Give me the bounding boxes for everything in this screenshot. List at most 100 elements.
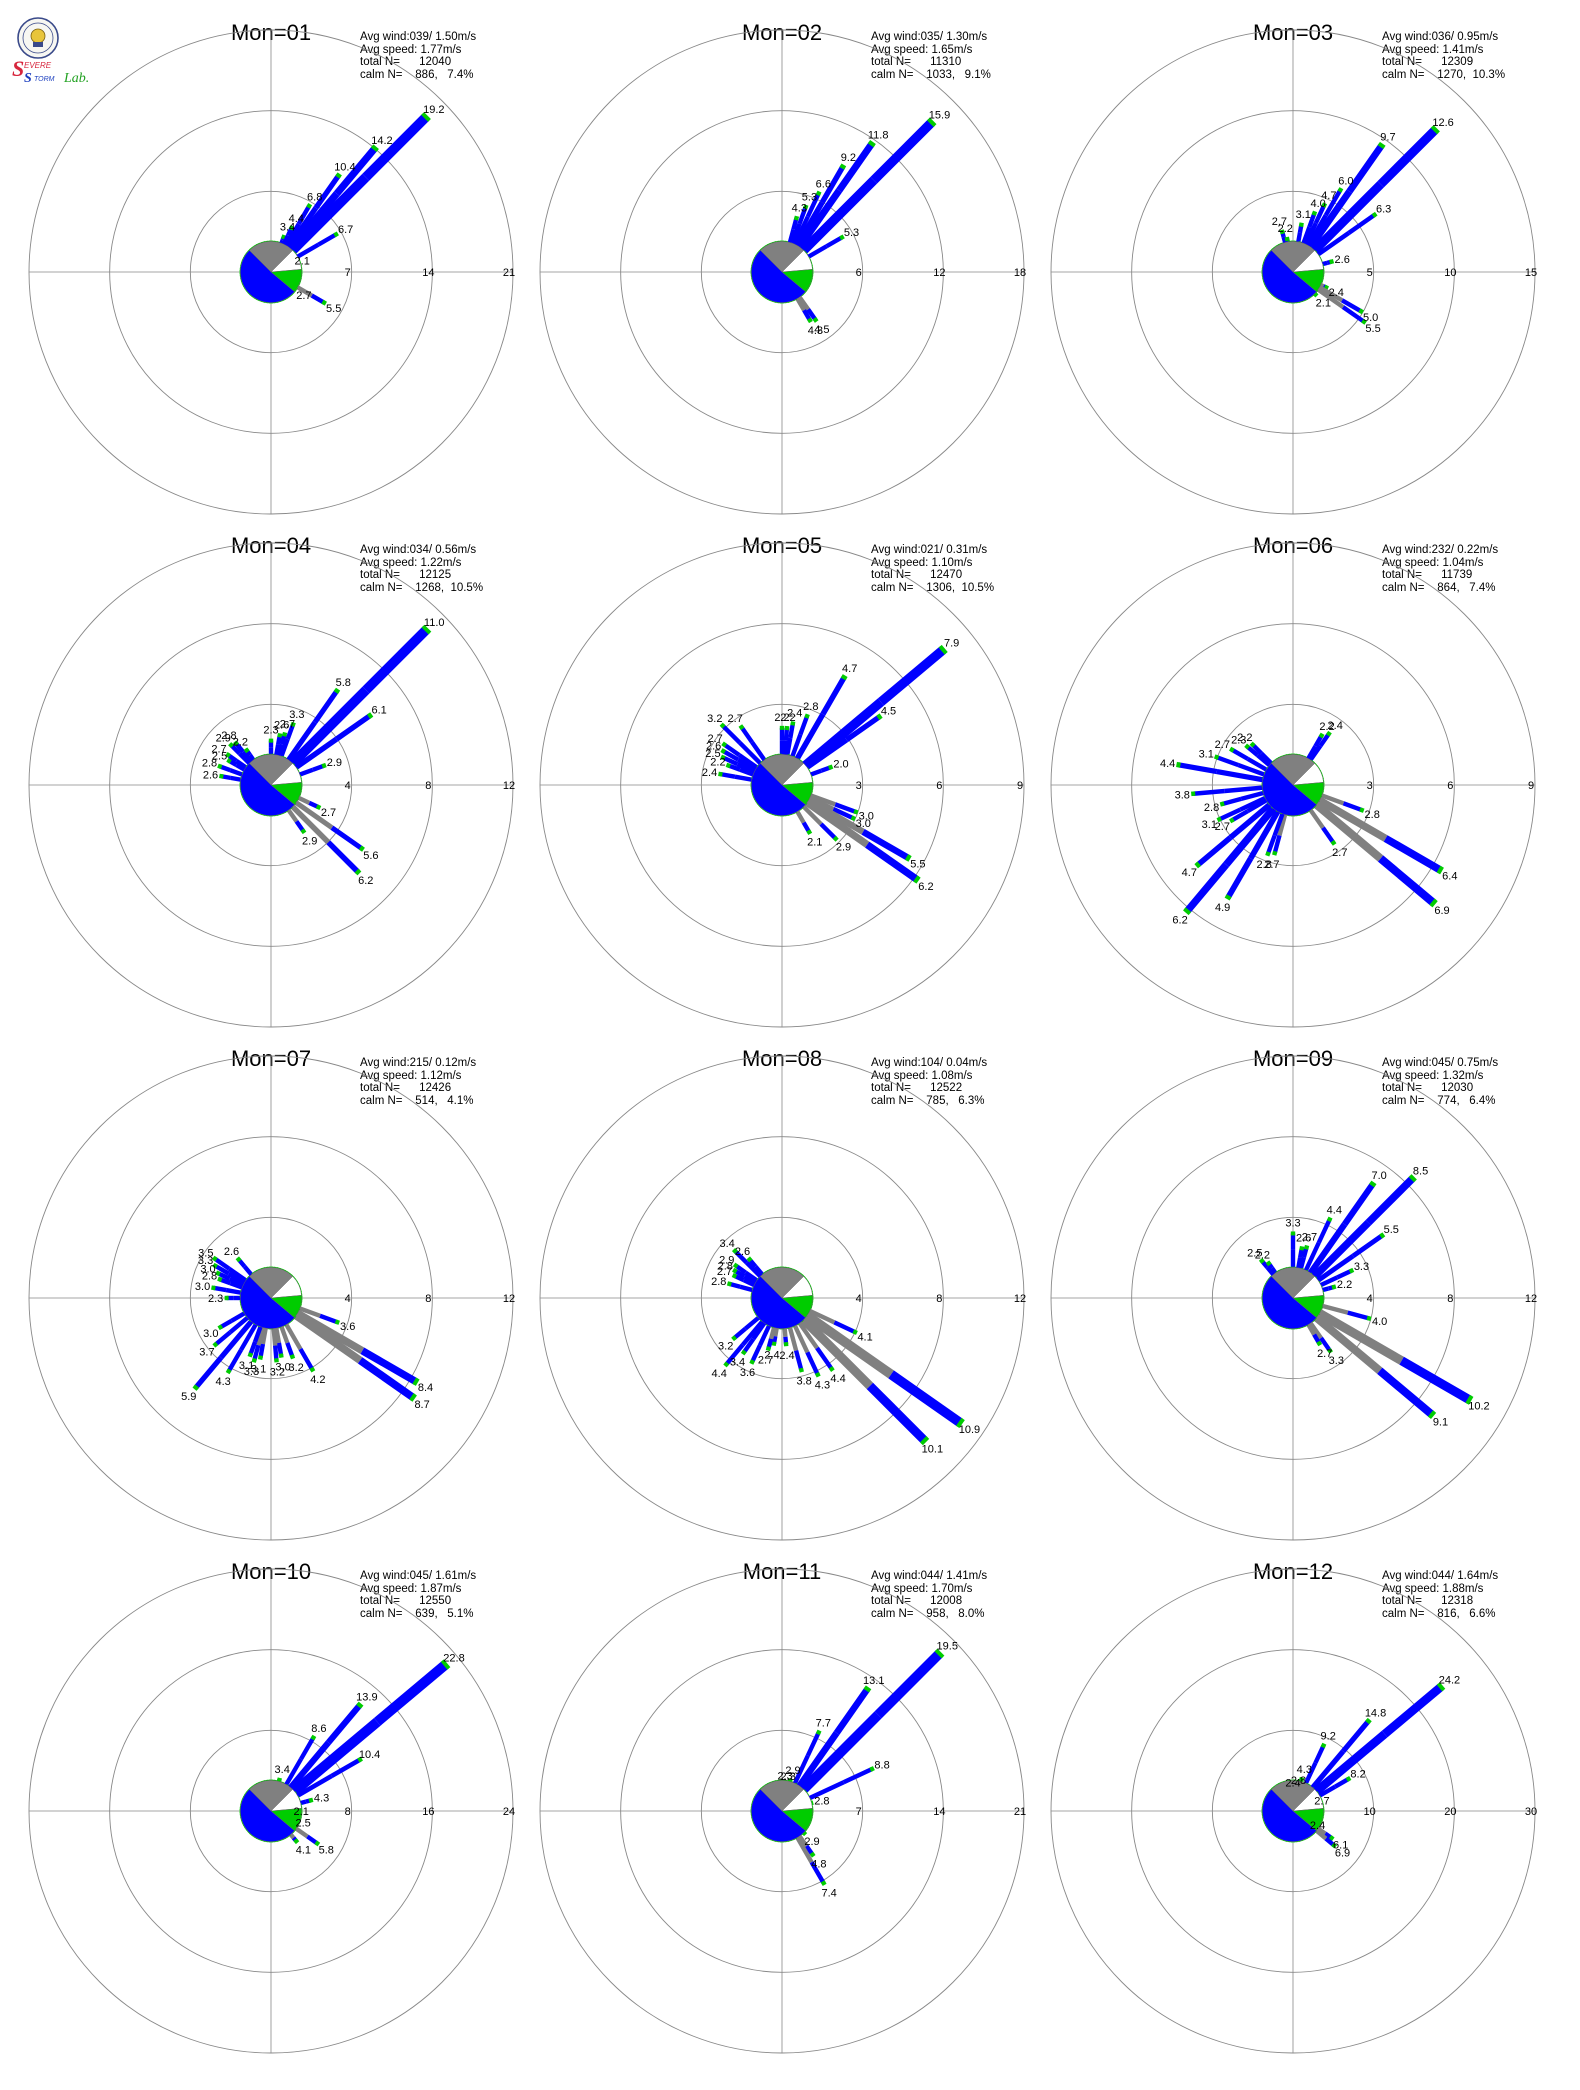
bar-value-label: 2.3	[208, 1293, 223, 1305]
wind-bar-tip	[839, 163, 847, 170]
wind-bar-tip	[1326, 1216, 1333, 1223]
wind-bar-tip	[309, 1366, 316, 1373]
polar-plot: 2.63.42.92.82.72.83.24.43.43.62.72.4 2.43…	[539, 1055, 1026, 1541]
wind-bar	[217, 1271, 231, 1281]
bar-value-label: 2.5	[212, 750, 227, 762]
avg-wind-text: Avg wind:104/ 0.04m/s	[871, 1057, 988, 1069]
bar-value-label: 2.2	[774, 712, 789, 724]
bar-value-label: 2.5	[705, 748, 720, 760]
wind-bar	[815, 1346, 834, 1371]
polar-plot: 4.43.12.7 2.32.23.82.83.12.74.76.24.92.82…	[1050, 542, 1536, 1028]
wind-bar	[334, 713, 372, 742]
wind-bar	[806, 308, 818, 322]
wind-bar	[330, 1757, 362, 1779]
bar-value-label: 2.5	[295, 1818, 310, 1830]
wind-bar-tip	[801, 1830, 808, 1837]
wind-bar	[1302, 1241, 1321, 1275]
wind-bar	[312, 689, 340, 724]
wind-bar	[1314, 285, 1345, 309]
wind-bar	[825, 235, 844, 249]
bar-value-label: 4.4	[712, 1368, 727, 1380]
calm-n-text: calm N= 1306, 10.5%	[871, 581, 995, 594]
bar-value-label: 3.1	[251, 1363, 266, 1375]
wind-bar-tip	[1312, 291, 1319, 298]
bar-value-label: 2.3	[781, 1771, 796, 1783]
bar-value-label: 5.8	[319, 1845, 334, 1857]
bar-value-label: 4.1	[296, 1845, 311, 1857]
avg-speed-text: Avg speed: 1.32m/s	[1382, 1069, 1484, 1082]
bar-value-label: 2.6	[1335, 254, 1350, 266]
bar-value-label: 4.7	[842, 663, 857, 675]
wind-bar	[861, 828, 910, 861]
wind-bar-tip	[1320, 1742, 1327, 1749]
wind-bar	[1336, 1268, 1353, 1280]
bar-value-label: 4.3	[815, 1380, 830, 1392]
wind-bar	[213, 1285, 227, 1293]
wind-bar	[805, 1351, 820, 1376]
wind-bar	[793, 712, 826, 763]
wind-bar	[271, 1325, 278, 1346]
wind-bar	[786, 228, 796, 247]
wind-bar	[227, 1266, 250, 1285]
calm-pie-slice	[751, 1788, 806, 1842]
wind-bar	[793, 201, 825, 250]
wind-bar	[282, 1757, 303, 1789]
wind-bar-tip	[310, 1734, 317, 1741]
wind-bar-tip	[293, 1838, 300, 1845]
wind-bar	[279, 733, 287, 745]
wind-bar-tip	[913, 875, 921, 884]
wind-bar-tip	[779, 725, 785, 730]
bar-value-label: 2.7	[1302, 1232, 1317, 1244]
calm-pie-slice	[751, 762, 806, 816]
bar-value-label: 2.2	[1237, 732, 1252, 744]
wind-bar	[213, 1256, 231, 1271]
wind-bar	[833, 1320, 857, 1335]
bar-value-label: 3.4	[720, 1238, 735, 1250]
ring-tick-label: 14	[933, 1806, 945, 1818]
bar-value-label: 4.0	[1311, 198, 1326, 210]
bar-value-label: 14.8	[1365, 1708, 1386, 1720]
bar-value-label: 4.3	[808, 325, 823, 337]
ring-tick-label: 4	[1367, 1293, 1373, 1305]
calm-n-text: calm N= 1270, 10.3%	[1382, 68, 1506, 81]
bar-value-label: 9.7	[1380, 131, 1395, 143]
wind-bar-tip	[321, 762, 327, 769]
wind-bar-tip	[1436, 1682, 1446, 1692]
bar-value-label: 4.8	[811, 1859, 826, 1871]
bar-value-label: 6.2	[918, 881, 933, 893]
wind-bar-tip	[243, 747, 250, 754]
wind-bar-tip	[812, 317, 819, 323]
bar-value-label: 8.5	[1413, 1165, 1428, 1177]
wind-bar	[805, 1307, 836, 1325]
bar-value-label: 2.4	[764, 1350, 779, 1362]
wind-bar-tip	[790, 721, 796, 726]
bar-value-label: 2.7	[1314, 1795, 1329, 1807]
wind-bar-tip	[1358, 308, 1364, 315]
wind-bar	[225, 1287, 245, 1296]
wind-bar-tip	[1213, 754, 1220, 760]
wind-bar-tip	[1272, 850, 1278, 856]
wind-bar	[260, 1324, 269, 1345]
bar-value-label: 2.1	[294, 1806, 309, 1818]
calm-pie-slice	[240, 1788, 295, 1842]
wind-bar-tip	[725, 762, 731, 769]
bar-value-label: 4.5	[881, 705, 896, 717]
wind-bar-tip	[1249, 741, 1256, 748]
wind-bar-tip	[840, 674, 848, 681]
wind-bar	[213, 1330, 232, 1347]
wind-bar	[295, 1305, 321, 1318]
avg-wind-text: Avg wind:044/ 1.64m/s	[1382, 1570, 1499, 1582]
bar-value-label: 6.6	[816, 178, 831, 190]
wind-bar	[801, 1309, 894, 1379]
calm-pie-slice	[751, 249, 806, 303]
wind-bar	[798, 715, 810, 736]
wind-bar	[722, 749, 740, 762]
bar-value-label: 2.2	[1319, 721, 1334, 733]
wind-bar-tip	[1379, 1232, 1386, 1239]
wind-bar-tip	[1377, 141, 1386, 150]
bar-value-label: 5.3	[802, 192, 817, 204]
wind-bar	[1309, 181, 1384, 256]
wind-bar	[1221, 796, 1242, 807]
wind-bar-tip	[839, 234, 845, 241]
wind-bar-tip	[1183, 907, 1192, 916]
